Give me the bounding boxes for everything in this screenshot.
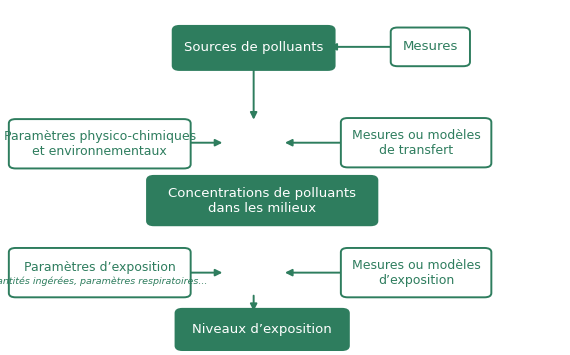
Text: Concentrations de polluants
dans les milieux: Concentrations de polluants dans les mil… [168, 187, 356, 214]
Text: Sources de polluants: Sources de polluants [184, 42, 323, 54]
FancyBboxPatch shape [147, 176, 377, 225]
FancyBboxPatch shape [341, 118, 491, 168]
FancyBboxPatch shape [9, 119, 190, 169]
FancyBboxPatch shape [9, 248, 190, 297]
Text: Mesures: Mesures [402, 40, 458, 53]
FancyBboxPatch shape [341, 248, 491, 297]
Text: Paramètres physico-chimiques
et environnementaux: Paramètres physico-chimiques et environn… [3, 130, 196, 158]
Text: Mesures ou modèles
de transfert: Mesures ou modèles de transfert [352, 129, 481, 157]
Text: Paramètres d’exposition: Paramètres d’exposition [24, 261, 176, 274]
FancyBboxPatch shape [391, 27, 470, 66]
Text: Niveaux d’exposition: Niveaux d’exposition [192, 323, 332, 336]
FancyBboxPatch shape [176, 309, 349, 350]
Text: quantités ingérées, paramètres respiratoires...: quantités ingérées, paramètres respirato… [0, 277, 207, 286]
FancyBboxPatch shape [173, 26, 335, 70]
Text: Mesures ou modèles
d’exposition: Mesures ou modèles d’exposition [352, 259, 481, 286]
